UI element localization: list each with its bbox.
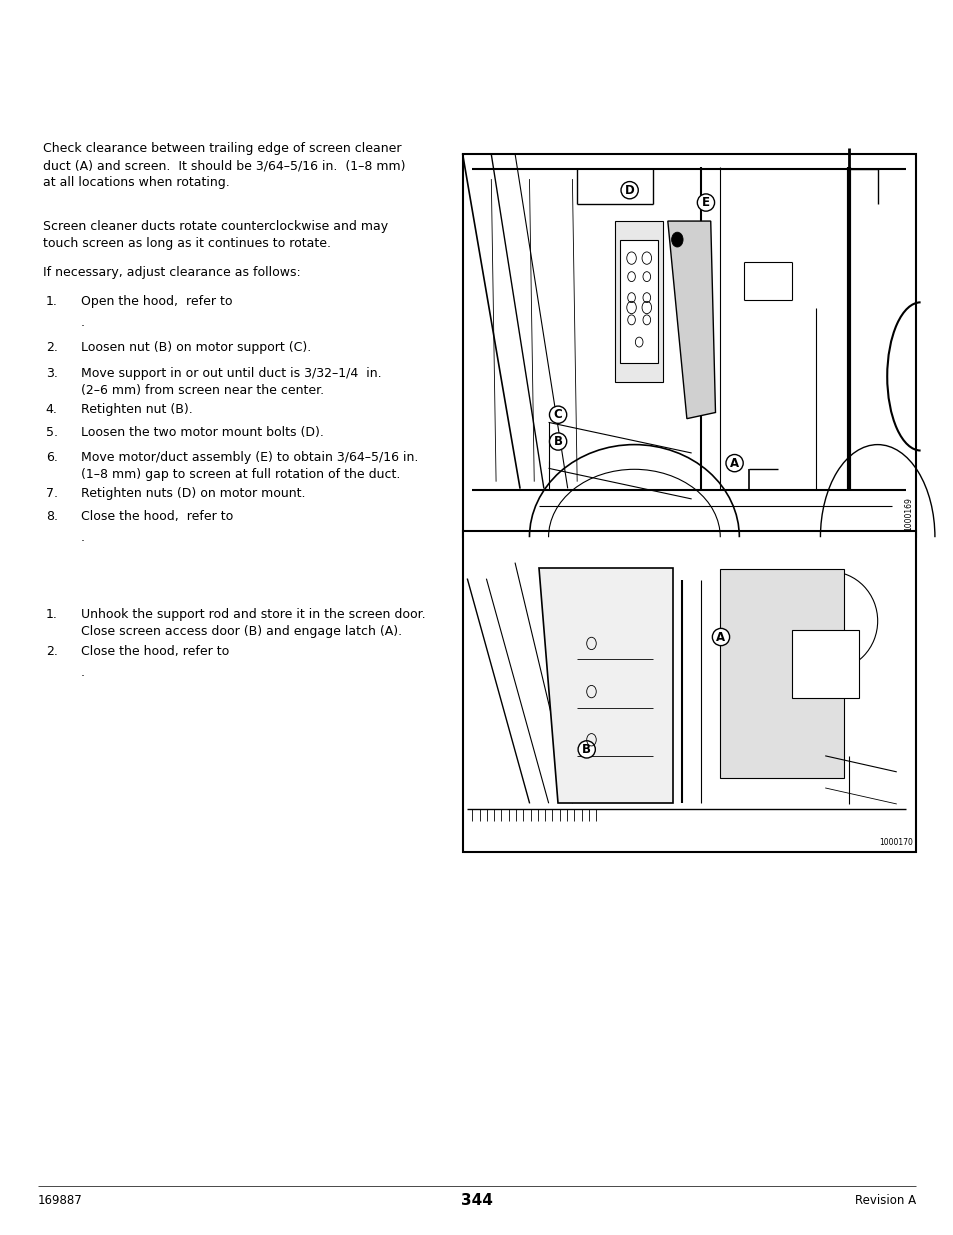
Text: Move support in or out until duct is 3/32–1/4  in.
(2–6 mm) from screen near the: Move support in or out until duct is 3/3… xyxy=(81,367,381,396)
Text: 169887: 169887 xyxy=(38,1194,83,1207)
Text: 1000170: 1000170 xyxy=(878,839,912,847)
Text: 2.: 2. xyxy=(46,341,57,354)
Bar xyxy=(462,154,915,537)
Text: Unhook the support rod and store it in the screen door.
Close screen access door: Unhook the support rod and store it in t… xyxy=(81,608,425,637)
Bar xyxy=(720,569,843,778)
Text: 4.: 4. xyxy=(46,403,57,416)
Circle shape xyxy=(671,232,682,247)
Polygon shape xyxy=(667,221,715,419)
Text: 7.: 7. xyxy=(46,487,58,500)
Text: Check clearance between trailing edge of screen cleaner
duct (A) and screen.  It: Check clearance between trailing edge of… xyxy=(43,142,405,189)
Text: 5.: 5. xyxy=(46,426,58,440)
Text: Move motor/duct assembly (E) to obtain 3/64–5/16 in.
(1–8 mm) gap to screen at f: Move motor/duct assembly (E) to obtain 3… xyxy=(81,451,418,480)
Text: A: A xyxy=(729,457,739,469)
Text: B: B xyxy=(553,435,562,448)
Text: 2.: 2. xyxy=(46,645,57,658)
Text: 8.: 8. xyxy=(46,510,58,524)
Text: A: A xyxy=(716,631,725,643)
Text: Close the hood,  refer to: Close the hood, refer to xyxy=(81,510,233,524)
Polygon shape xyxy=(538,568,672,803)
Text: 3.: 3. xyxy=(46,367,57,380)
Text: .: . xyxy=(81,531,85,545)
Bar xyxy=(791,630,858,698)
Text: E: E xyxy=(701,196,709,209)
Text: Loosen nut (B) on motor support (C).: Loosen nut (B) on motor support (C). xyxy=(81,341,311,354)
Text: 344: 344 xyxy=(460,1193,493,1208)
Bar xyxy=(619,240,658,363)
Text: Retighten nut (B).: Retighten nut (B). xyxy=(81,403,193,416)
Text: D: D xyxy=(624,184,634,196)
Text: Open the hood,  refer to: Open the hood, refer to xyxy=(81,295,233,309)
Text: 6.: 6. xyxy=(46,451,57,464)
Text: 1000169: 1000169 xyxy=(903,498,912,531)
Text: Loosen the two motor mount bolts (D).: Loosen the two motor mount bolts (D). xyxy=(81,426,324,440)
Text: If necessary, adjust clearance as follows:: If necessary, adjust clearance as follow… xyxy=(43,266,300,279)
Text: .: . xyxy=(81,666,85,679)
Text: Close the hood, refer to: Close the hood, refer to xyxy=(81,645,229,658)
Text: Screen cleaner ducts rotate counterclockwise and may
touch screen as long as it : Screen cleaner ducts rotate counterclock… xyxy=(43,220,388,249)
Text: 1.: 1. xyxy=(46,295,57,309)
Text: .: . xyxy=(81,316,85,330)
Text: Revision A: Revision A xyxy=(854,1194,915,1207)
Text: 1.: 1. xyxy=(46,608,57,621)
Text: Retighten nuts (D) on motor mount.: Retighten nuts (D) on motor mount. xyxy=(81,487,305,500)
Text: B: B xyxy=(581,743,591,756)
Text: C: C xyxy=(553,409,562,421)
Bar xyxy=(462,531,915,852)
Bar xyxy=(615,221,662,382)
